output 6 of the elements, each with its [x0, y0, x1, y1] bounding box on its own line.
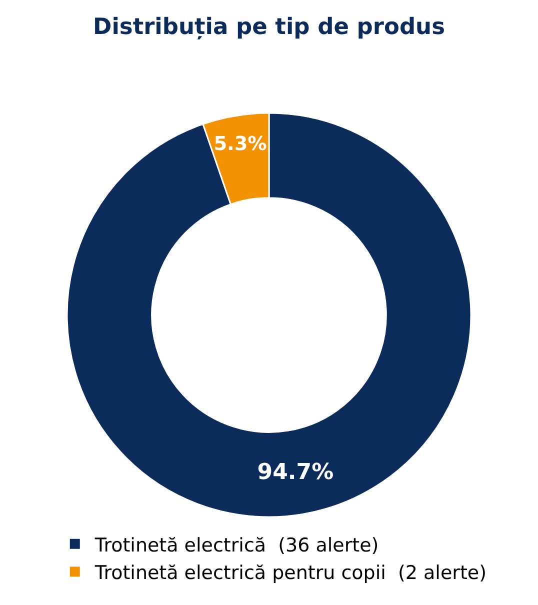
donut-slice: [66, 112, 472, 518]
data-label: 94.7%: [257, 460, 334, 485]
chart-title: Distribuția pe tip de produs: [93, 14, 445, 40]
legend-label: Trotinetă electrică pentru copii (2 alerte): [94, 562, 487, 584]
data-label: 5.3%: [214, 132, 267, 155]
legend-label: Trotinetă electrică (36 alerte): [94, 534, 379, 556]
